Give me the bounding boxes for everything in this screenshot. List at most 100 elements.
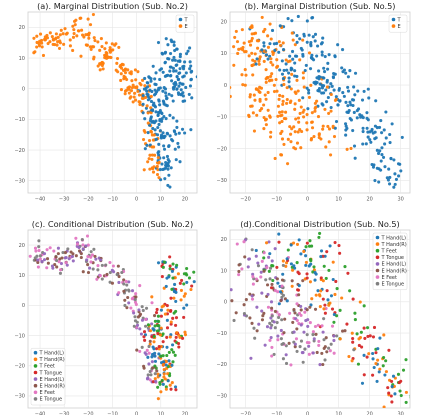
scatter-point (86, 17, 90, 21)
x-tick-label: 0 (306, 197, 309, 203)
scatter-point (129, 89, 134, 93)
scatter-point (119, 88, 123, 92)
scatter-point (299, 304, 303, 308)
scatter-point (151, 64, 155, 68)
scatter-point (70, 254, 75, 259)
scatter-point (173, 282, 177, 287)
scatter-point (304, 254, 308, 258)
scatter-point (276, 64, 280, 68)
scatter-point (259, 270, 263, 274)
scatter-point (153, 351, 157, 355)
scatter-point (167, 350, 171, 354)
scatter-point (262, 44, 266, 48)
scatter-point (73, 23, 77, 27)
y-tick-label: −30 (216, 393, 227, 399)
scatter-point (289, 66, 293, 70)
scatter-point (164, 166, 168, 170)
scatter-point (329, 153, 333, 157)
scatter-point (363, 336, 367, 340)
scatter-point (173, 385, 178, 389)
scatter-point (62, 42, 66, 46)
scatter-point (103, 53, 107, 57)
scatter-point (344, 122, 348, 126)
scatter-point (171, 343, 175, 347)
scatter-point (381, 364, 385, 368)
scatter-point (290, 279, 294, 283)
scatter-point (346, 271, 350, 275)
y-tick-label: 10 (221, 51, 227, 57)
legend-entry: E Feet (382, 275, 398, 281)
scatter-point (323, 70, 327, 74)
scatter-point (299, 252, 303, 256)
scatter-point (175, 75, 179, 79)
scatter-point (164, 117, 168, 121)
scatter-point (179, 298, 183, 302)
scatter-point (300, 351, 304, 355)
y-tick-label: 10 (19, 273, 25, 279)
scatter-point (145, 89, 149, 93)
scatter-point (260, 107, 264, 111)
scatter-point (167, 173, 171, 177)
scatter-point (280, 110, 284, 114)
scatter-point (361, 130, 365, 134)
scatter-point (372, 365, 376, 370)
scatter-point (184, 85, 188, 90)
scatter-point (189, 70, 193, 74)
scatter-point (160, 117, 164, 121)
scatter-point (152, 334, 156, 338)
scatter-point (240, 267, 244, 271)
scatter-point (154, 379, 158, 383)
scatter-point (150, 322, 154, 326)
scatter-point (341, 70, 345, 74)
scatter-point (307, 352, 311, 356)
scatter-point (251, 272, 255, 276)
scatter-point (267, 79, 271, 83)
scatter-point (324, 276, 328, 280)
scatter-point (352, 144, 357, 148)
scatter-point (71, 259, 75, 263)
scatter-point (168, 185, 172, 189)
scatter-point (305, 272, 309, 276)
scatter-point (287, 341, 291, 345)
scatter-point (260, 259, 264, 263)
scatter-point (295, 78, 299, 82)
scatter-point (250, 248, 254, 252)
scatter-point (33, 246, 38, 250)
scatter-point (348, 69, 352, 73)
scatter-point (166, 308, 170, 312)
scatter-point (316, 289, 320, 293)
scatter-point (302, 32, 306, 36)
scatter-point (296, 288, 300, 292)
scatter-point (295, 34, 299, 38)
scatter-point (166, 43, 170, 47)
scatter-point (369, 140, 373, 144)
scatter-point (252, 326, 256, 330)
scatter-point (133, 298, 137, 302)
scatter-point (352, 85, 356, 89)
scatter-point (393, 172, 397, 176)
scatter-point (275, 265, 279, 269)
x-tick-label: −40 (35, 412, 46, 415)
scatter-point (167, 57, 171, 61)
scatter-point (169, 387, 173, 391)
scatter-point (59, 262, 64, 266)
legend-marker (178, 17, 183, 22)
scatter-point (289, 132, 293, 136)
scatter-point (322, 307, 326, 311)
scatter-point (266, 90, 270, 94)
scatter-point (301, 96, 305, 100)
scatter-point (292, 125, 296, 129)
scatter-point (297, 284, 301, 288)
scatter-point (156, 314, 160, 318)
scatter-point (298, 345, 302, 349)
scatter-point (156, 332, 160, 336)
scatter-point (311, 333, 315, 337)
scatter-point (146, 111, 150, 115)
scatter-point (169, 309, 173, 313)
scatter-point (174, 309, 178, 313)
scatter-point (293, 266, 297, 270)
scatter-point (37, 44, 42, 48)
scatter-point (281, 102, 285, 106)
scatter-point (322, 264, 326, 268)
scatter-point (105, 272, 109, 277)
